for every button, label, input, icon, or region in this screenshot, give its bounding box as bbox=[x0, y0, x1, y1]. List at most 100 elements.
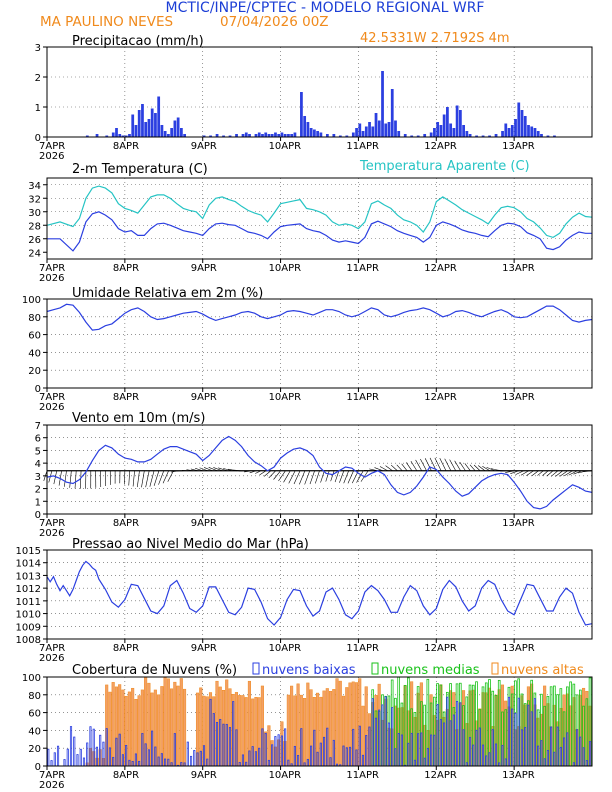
wind-barb bbox=[244, 470, 252, 473]
ytick-label: 1008 bbox=[16, 635, 41, 646]
precip-bar bbox=[300, 92, 303, 137]
precip-bar bbox=[520, 110, 524, 137]
precip-bar bbox=[128, 134, 131, 137]
xtick-label: 10APR bbox=[269, 392, 302, 403]
wind-barb bbox=[439, 458, 447, 471]
wind-barb bbox=[158, 470, 165, 485]
cloud-high-bar bbox=[244, 697, 248, 767]
wind-barb bbox=[469, 464, 476, 471]
precip-bar bbox=[244, 132, 248, 137]
wind-barb bbox=[477, 465, 486, 472]
apparent-temp-line bbox=[46, 185, 593, 239]
precip-bar bbox=[283, 134, 287, 137]
wind-barb bbox=[330, 470, 335, 482]
cloud-high-bar bbox=[303, 698, 307, 767]
wind-barb bbox=[531, 470, 539, 476]
cloud-high-bar bbox=[127, 691, 131, 767]
precip-bar bbox=[494, 134, 498, 137]
cloud-low-bar bbox=[82, 757, 86, 767]
cloud-high-bar bbox=[183, 688, 187, 767]
precip-bar bbox=[167, 134, 170, 137]
precip-bar bbox=[313, 129, 316, 137]
wind-barb bbox=[263, 470, 272, 477]
wind-barb bbox=[320, 470, 325, 483]
precip-bar bbox=[254, 134, 258, 137]
xtick-label: 10APR bbox=[269, 141, 302, 152]
ytick-label: 0 bbox=[35, 510, 41, 521]
precip-bar bbox=[351, 132, 355, 137]
legend-swatch bbox=[371, 662, 379, 675]
precip-bar bbox=[118, 134, 122, 137]
panel-frame bbox=[46, 46, 593, 138]
cloud-high-bar bbox=[176, 685, 180, 767]
cloud-high-bar bbox=[335, 678, 339, 767]
cloud-low-bar bbox=[53, 752, 56, 767]
xtick-label: 8APR bbox=[113, 263, 139, 274]
ytick-label: 1015 bbox=[16, 546, 41, 557]
precip-bar bbox=[95, 134, 99, 137]
ytick-label: 20 bbox=[28, 366, 41, 377]
wind-barb bbox=[255, 470, 262, 474]
precip-bar bbox=[546, 135, 550, 137]
ytick-label: 0 bbox=[35, 762, 41, 773]
year-label: 2026 bbox=[39, 273, 64, 284]
wind-barb bbox=[434, 457, 442, 471]
ytick-label: 1009 bbox=[16, 622, 41, 633]
wind-barb bbox=[309, 470, 315, 485]
ytick-label: 20 bbox=[28, 744, 41, 755]
ytick-label: 100 bbox=[22, 673, 41, 684]
wind-barb bbox=[64, 470, 67, 487]
wind-barb bbox=[325, 470, 330, 482]
cloud-high-bar bbox=[111, 682, 115, 767]
legend-label: nuvens baixas bbox=[262, 663, 356, 678]
wind-barb bbox=[74, 470, 77, 489]
precip-bar bbox=[381, 71, 384, 137]
precip-bar bbox=[137, 110, 141, 137]
wind-barb bbox=[454, 460, 461, 471]
wind-barb bbox=[208, 467, 218, 472]
precip-bar bbox=[410, 135, 414, 137]
wind-barb bbox=[80, 470, 82, 489]
wind-barb bbox=[360, 470, 369, 482]
ytick-label: 26 bbox=[28, 235, 41, 246]
wind-barb bbox=[278, 470, 286, 482]
precip-bar bbox=[423, 134, 427, 137]
ytick-label: 80 bbox=[28, 691, 41, 702]
xtick-label: 9APR bbox=[191, 263, 217, 274]
precip-bar bbox=[274, 132, 277, 137]
precip-bar bbox=[325, 134, 329, 137]
precip-bar bbox=[439, 125, 443, 137]
precip-bar bbox=[141, 104, 144, 137]
wind-barb bbox=[218, 467, 228, 472]
precip-bar bbox=[364, 126, 368, 137]
wind-barb bbox=[424, 458, 432, 471]
cloud-low-bar bbox=[56, 745, 60, 767]
wind-barb bbox=[406, 462, 413, 471]
year-label: 2026 bbox=[39, 151, 64, 162]
wind-barb bbox=[153, 470, 160, 486]
precip-bar bbox=[280, 132, 284, 137]
year-label: 2026 bbox=[39, 528, 64, 539]
precip-bar bbox=[150, 108, 154, 137]
precip-bar bbox=[270, 134, 274, 137]
precip-bar bbox=[540, 134, 543, 137]
wind-barb bbox=[520, 470, 529, 476]
cloud-low-bar bbox=[50, 760, 53, 767]
wind-barb bbox=[293, 470, 301, 485]
precip-bar bbox=[481, 135, 485, 137]
cloud-low-bar bbox=[47, 748, 50, 767]
precip-bar bbox=[416, 135, 420, 137]
precip-bar bbox=[293, 132, 297, 137]
xtick-label: 13APR bbox=[502, 141, 535, 152]
wind-barb bbox=[464, 463, 471, 471]
wind-barb bbox=[510, 470, 520, 475]
xtick-label: 8APR bbox=[113, 141, 139, 152]
precip-bar bbox=[384, 123, 388, 137]
precip-bar bbox=[397, 131, 401, 137]
wind-barb bbox=[299, 470, 306, 485]
wind-barb bbox=[339, 470, 345, 483]
precip-bar bbox=[124, 135, 128, 137]
cloud-high-bar bbox=[166, 678, 170, 767]
wind-barb bbox=[542, 470, 549, 476]
